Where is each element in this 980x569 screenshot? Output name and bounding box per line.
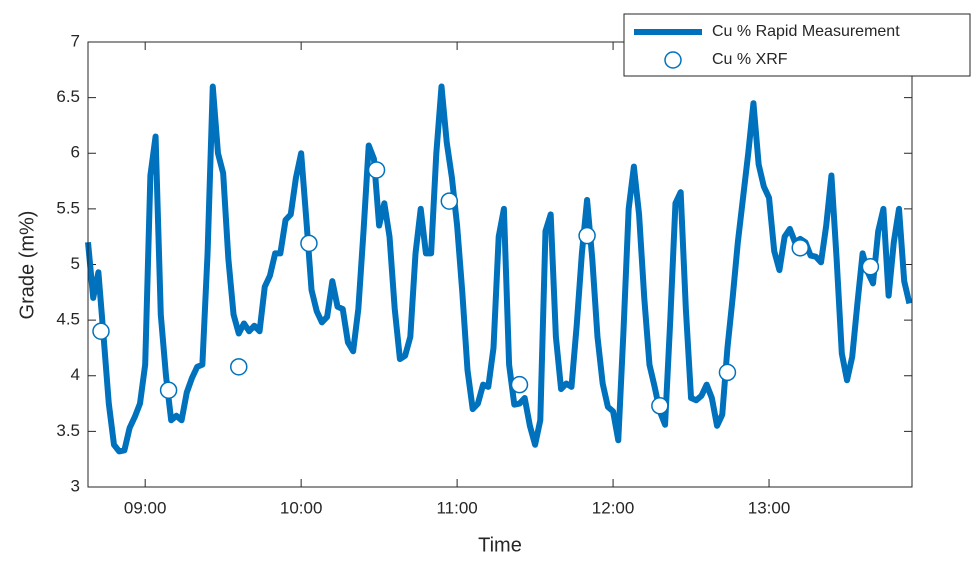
xrf-point bbox=[159, 381, 178, 399]
xrf-point bbox=[791, 239, 809, 257]
xrf-point bbox=[440, 192, 459, 210]
x-tick-label: 11:00 bbox=[436, 498, 477, 517]
xrf-point bbox=[861, 257, 880, 276]
x-tick-label: 12:00 bbox=[592, 498, 635, 517]
legend: Cu % Rapid Measurement Cu % XRF bbox=[623, 13, 971, 77]
xrf-point bbox=[651, 397, 669, 415]
x-tick-label: 10:00 bbox=[280, 498, 323, 517]
x-tick-label: 09:00 bbox=[124, 498, 167, 517]
y-tick-label: 4.5 bbox=[56, 310, 80, 329]
y-tick-label: 7 bbox=[71, 31, 80, 50]
xrf-point bbox=[92, 322, 110, 340]
y-tick-label: 5.5 bbox=[56, 198, 80, 217]
y-tick-label: 5 bbox=[71, 254, 80, 273]
legend-label: Cu % XRF bbox=[712, 51, 788, 68]
xrf-point bbox=[230, 358, 248, 376]
xrf-point bbox=[718, 363, 737, 382]
plot-frame bbox=[87, 41, 913, 488]
x-tick-label: 13:00 bbox=[748, 498, 791, 517]
xrf-point bbox=[300, 234, 318, 253]
data-line bbox=[85, 83, 913, 455]
legend-label: Cu % Rapid Measurement bbox=[712, 23, 900, 40]
y-tick-label: 3 bbox=[71, 476, 80, 495]
xrf-point bbox=[367, 161, 386, 179]
y-tick-label: 4 bbox=[71, 365, 80, 384]
legend-marker bbox=[664, 51, 682, 69]
legend-box bbox=[623, 13, 971, 77]
xrf-point bbox=[510, 375, 529, 394]
y-axis-label: Grade (m%) bbox=[16, 211, 38, 320]
xrf-point bbox=[578, 226, 596, 245]
y-tick-label: 6 bbox=[71, 143, 80, 162]
y-tick-label: 3.5 bbox=[56, 421, 80, 440]
x-axis-label: Time bbox=[478, 534, 522, 556]
y-tick-label: 6.5 bbox=[56, 87, 80, 106]
